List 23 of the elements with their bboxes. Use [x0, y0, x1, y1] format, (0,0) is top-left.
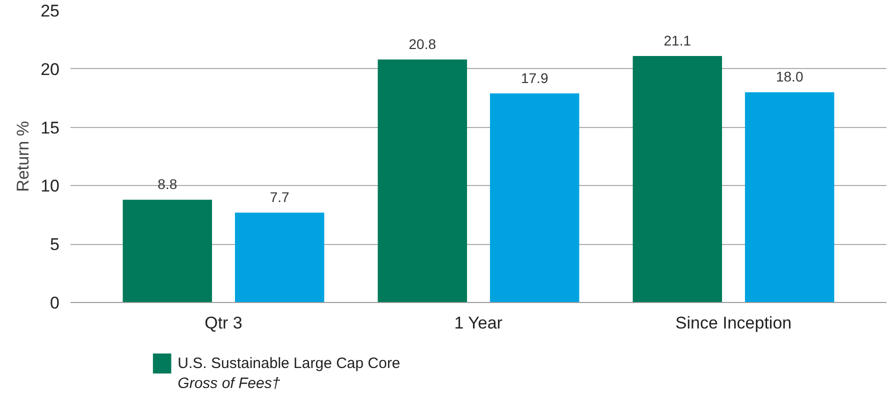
data-label: 7.7 [270, 189, 290, 206]
y-tick-label: 15 [40, 118, 60, 138]
x-tick-label: Since Inception [675, 314, 792, 332]
y-tick-label: 5 [50, 235, 60, 254]
x-tick-label: Qtr 3 [204, 314, 242, 332]
data-label: 18.0 [776, 68, 804, 85]
data-label: 17.9 [520, 70, 548, 86]
y-tick-label: 25 [40, 2, 60, 20]
y-tick-label: 0 [50, 294, 60, 312]
data-label: 20.8 [408, 36, 436, 52]
data-label: 8.8 [158, 176, 178, 192]
x-tick-label: 1 Year [454, 314, 503, 332]
bar [632, 56, 722, 302]
bar [490, 93, 580, 302]
bar [378, 60, 468, 302]
legend-label: U.S. Sustainable Large Cap Core Gross of Fees† [178, 355, 400, 392]
data-label: 21.1 [664, 32, 692, 49]
bar [234, 212, 324, 302]
bar [122, 200, 212, 302]
y-tick-label: 20 [40, 60, 60, 79]
y-tick-label: 10 [40, 176, 60, 196]
bar [744, 92, 834, 302]
y-axis-title: Return % [14, 121, 33, 192]
